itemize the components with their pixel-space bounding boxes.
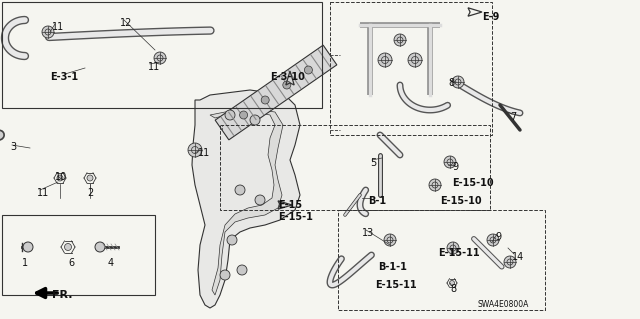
Text: 10: 10 — [55, 172, 67, 182]
Circle shape — [95, 242, 105, 252]
Circle shape — [87, 175, 93, 181]
Text: 9: 9 — [495, 232, 501, 242]
Text: 7: 7 — [510, 112, 516, 122]
Circle shape — [408, 53, 422, 67]
Circle shape — [23, 242, 33, 252]
Circle shape — [239, 111, 248, 119]
Circle shape — [429, 179, 441, 191]
Polygon shape — [192, 90, 300, 308]
Circle shape — [449, 280, 454, 286]
Text: B-1: B-1 — [368, 196, 386, 206]
Circle shape — [283, 81, 291, 89]
Text: FR.: FR. — [52, 290, 72, 300]
Text: 3: 3 — [10, 142, 16, 152]
Bar — [220, 125, 490, 210]
Circle shape — [452, 76, 464, 88]
Text: SWA4E0800A: SWA4E0800A — [478, 300, 529, 309]
Text: E-15-11: E-15-11 — [375, 280, 417, 290]
Text: 13: 13 — [362, 228, 374, 238]
Text: E-15: E-15 — [278, 200, 302, 210]
Polygon shape — [210, 108, 283, 295]
Text: E-3-1: E-3-1 — [50, 72, 78, 82]
Text: 11: 11 — [52, 22, 64, 32]
Text: 11: 11 — [198, 148, 211, 158]
Circle shape — [255, 195, 265, 205]
Circle shape — [504, 256, 516, 268]
Text: 6: 6 — [68, 258, 74, 268]
Circle shape — [384, 234, 396, 246]
Text: E-9: E-9 — [482, 12, 499, 22]
Circle shape — [65, 243, 72, 250]
Text: 8: 8 — [448, 78, 454, 88]
Bar — [2, 2, 322, 108]
Circle shape — [227, 235, 237, 245]
Bar — [330, 2, 492, 135]
Text: 8: 8 — [450, 284, 456, 294]
Circle shape — [394, 34, 406, 46]
Circle shape — [250, 115, 260, 125]
Circle shape — [225, 110, 235, 120]
Bar — [338, 210, 545, 310]
Circle shape — [444, 156, 456, 168]
Circle shape — [235, 185, 245, 195]
Text: 9: 9 — [452, 162, 458, 172]
Text: B-1-1: B-1-1 — [378, 262, 407, 272]
Text: 11: 11 — [148, 62, 160, 72]
Text: 11: 11 — [37, 188, 49, 198]
Text: 1: 1 — [22, 258, 28, 268]
Circle shape — [57, 175, 63, 181]
Text: E-3-10: E-3-10 — [270, 72, 305, 82]
Text: E-15-1: E-15-1 — [278, 212, 313, 222]
Circle shape — [188, 143, 202, 157]
Text: 4: 4 — [108, 258, 114, 268]
Text: E-15-10: E-15-10 — [440, 196, 482, 206]
Circle shape — [447, 242, 459, 254]
Circle shape — [42, 26, 54, 38]
Text: 14: 14 — [512, 252, 524, 262]
Circle shape — [378, 53, 392, 67]
Text: E-15-10: E-15-10 — [452, 178, 493, 188]
Circle shape — [261, 96, 269, 104]
Circle shape — [220, 270, 230, 280]
Circle shape — [237, 265, 247, 275]
Text: 2: 2 — [87, 188, 93, 198]
Text: 5: 5 — [370, 158, 376, 168]
Circle shape — [487, 234, 499, 246]
Text: 12: 12 — [120, 18, 132, 28]
Polygon shape — [215, 45, 337, 140]
Circle shape — [154, 52, 166, 64]
Circle shape — [305, 66, 312, 74]
Bar — [2, 215, 155, 295]
Text: E-15-11: E-15-11 — [438, 248, 479, 258]
